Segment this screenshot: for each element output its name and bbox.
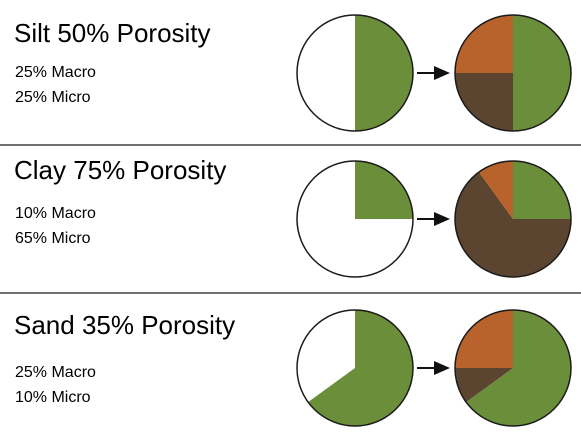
arrow-icon: [434, 212, 450, 226]
row-title: Silt 50% Porosity: [14, 18, 211, 48]
pie-diagram: [296, 14, 572, 132]
solid-wedge: [513, 161, 571, 219]
row-title: Sand 35% Porosity: [14, 310, 236, 340]
macro-pore-wedge: [455, 15, 513, 73]
arrow-icon: [434, 361, 450, 375]
macro-label: 10% Macro: [15, 205, 96, 222]
macro-pore-wedge: [455, 310, 513, 368]
macro-label: 25% Macro: [15, 364, 96, 381]
micro-pore-wedge: [455, 172, 571, 278]
micro-label: 10% Micro: [15, 389, 91, 406]
macro-label: 25% Macro: [15, 64, 96, 81]
pie-outline: [454, 309, 572, 427]
row-silt: Silt 50% Porosity 25% Macro 25% Micro: [0, 0, 581, 145]
pie-outline: [296, 160, 414, 278]
solid-wedge: [355, 15, 413, 131]
solid-wedge: [466, 310, 572, 426]
row-divider: [0, 292, 581, 294]
pie-outline: [454, 14, 572, 132]
pie-outline: [296, 309, 414, 427]
micro-label: 65% Micro: [15, 230, 91, 247]
arrow-icon: [434, 66, 450, 80]
micro-pore-wedge: [455, 368, 513, 403]
macro-pore-wedge: [478, 161, 513, 219]
pie-outline: [454, 160, 572, 278]
pie-outline: [296, 14, 414, 132]
solid-wedge: [308, 310, 414, 426]
pie-diagram: [296, 160, 572, 278]
pie-diagram: [296, 309, 572, 427]
row-title: Clay 75% Porosity: [14, 155, 227, 185]
micro-label: 25% Micro: [15, 89, 91, 106]
solid-wedge: [513, 15, 571, 131]
row-sand: Sand 35% Porosity 25% Macro 10% Micro: [0, 294, 581, 440]
micro-pore-wedge: [455, 73, 513, 131]
solid-wedge: [355, 161, 413, 219]
row-divider: [0, 144, 581, 146]
row-clay: Clay 75% Porosity 10% Macro 65% Micro: [0, 147, 581, 291]
